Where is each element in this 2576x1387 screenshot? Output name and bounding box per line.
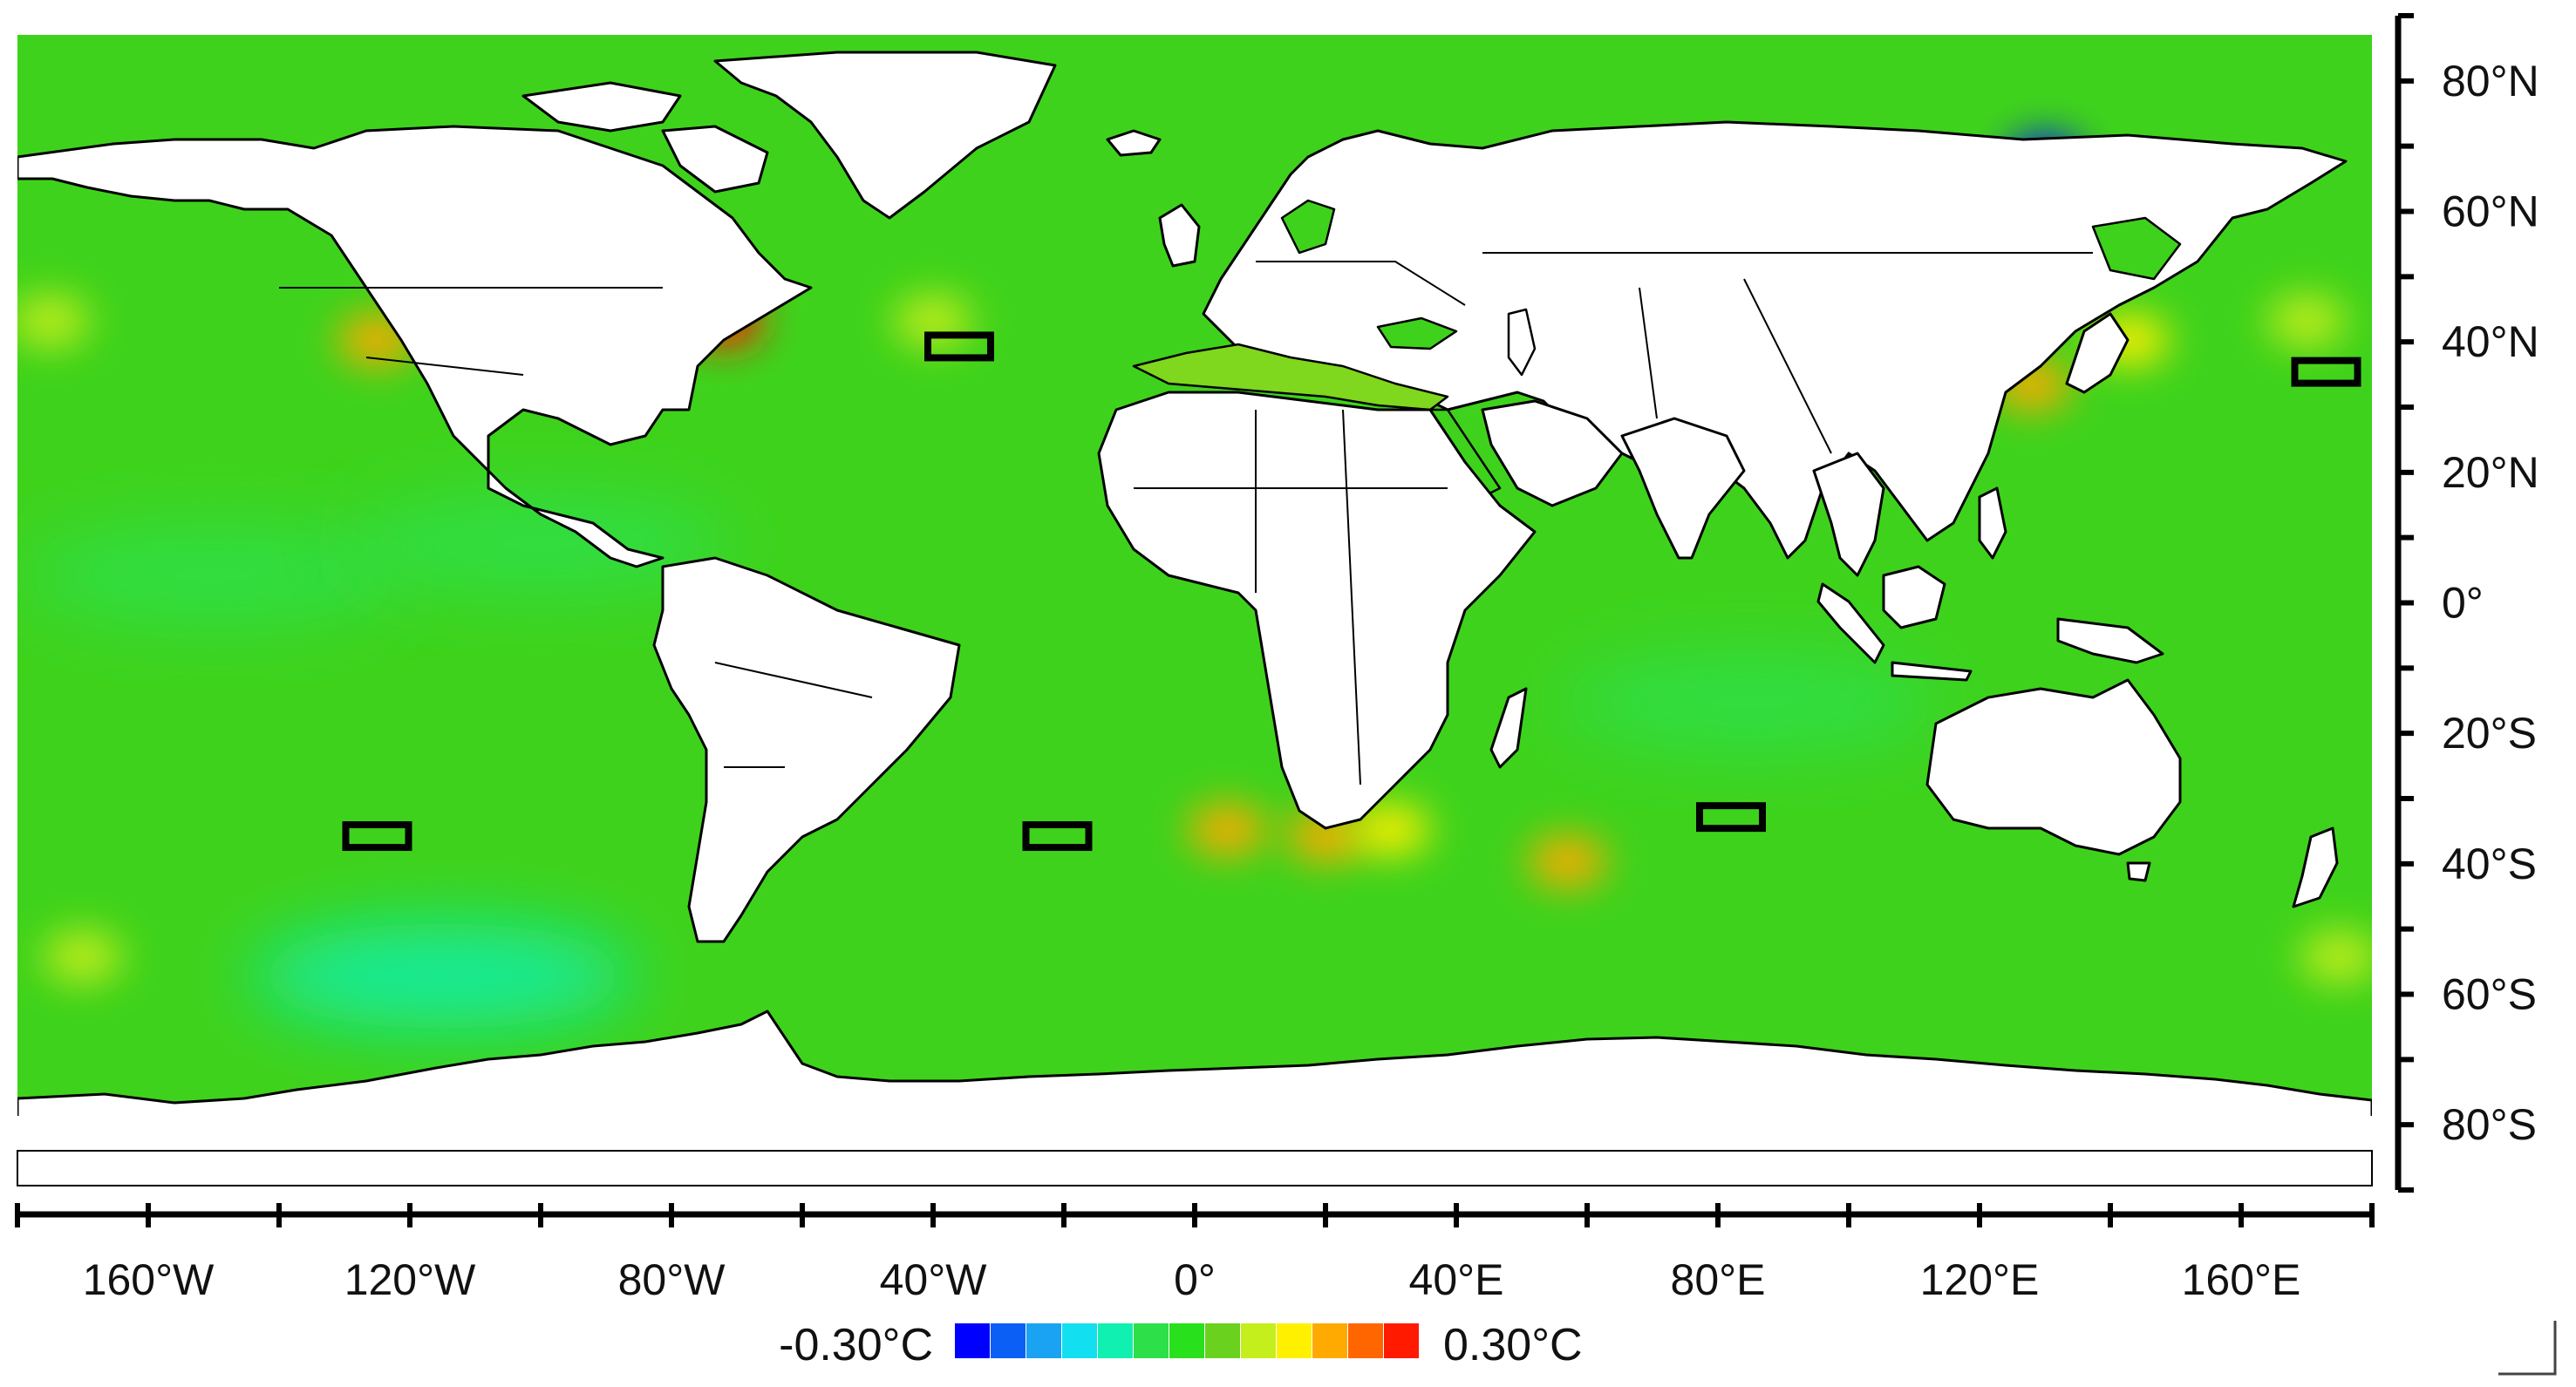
coldspot-0 (250, 923, 635, 1029)
longitude-ticks (15, 1203, 2375, 1227)
black-sea (1376, 316, 1458, 350)
lat-label: 40°N (2442, 317, 2539, 366)
latitude-axis: 80°N 60°N 40°N 20°N 0° 20°S 40°S 60°S 80°S (2395, 13, 2539, 1193)
colorbar-cell (1312, 1323, 1347, 1358)
colorbar-cell (955, 1323, 990, 1358)
lat-label: 0° (2442, 579, 2484, 628)
lon-label: 120°E (1920, 1255, 2040, 1304)
colorbar-min-label: -0.30°C (779, 1320, 933, 1370)
map-bottom-strip (17, 1150, 2373, 1186)
lon-label: 80°W (618, 1255, 726, 1304)
border-sa-1 (714, 662, 873, 698)
region-box-1 (2291, 357, 2361, 387)
country-borders (279, 252, 2093, 785)
tasmania (2126, 861, 2151, 882)
colorbar-cells (955, 1323, 1419, 1358)
colorbar-cell (1169, 1323, 1204, 1358)
hotspot-11 (17, 295, 90, 348)
new-guinea (2056, 617, 2164, 664)
lon-label: 160°W (83, 1255, 215, 1304)
corner-mark (2498, 1321, 2557, 1376)
border-asia-2 (1639, 287, 1658, 419)
longitude-labels: 160°W 120°W 80°W 40°W 0° 40°E 80°E 120°E 160°E (83, 1255, 2301, 1304)
lat-label: 60°N (2442, 187, 2539, 236)
region-box-2 (342, 821, 412, 852)
colorbar-cell (1134, 1323, 1169, 1358)
java (1891, 661, 1973, 682)
longitude-axis: 160°W 120°W 80°W 40°W 0° 40°E 80°E 120°E 160°E (15, 1203, 2375, 1304)
lat-label: 80°S (2442, 1100, 2537, 1149)
borneo (1882, 565, 1946, 629)
hotspot-12 (2267, 295, 2346, 348)
coldspot-3 (349, 491, 733, 596)
australia (1925, 678, 2182, 856)
border-europe-1 (1256, 261, 1466, 306)
sumatra (1816, 582, 1885, 664)
region-boxes (342, 331, 2361, 852)
lat-label: 40°S (2442, 840, 2537, 888)
land-masses (17, 51, 2372, 1116)
baltic-sea (1280, 199, 1336, 255)
hotspot-4 (1188, 803, 1267, 856)
lat-label: 80°N (2442, 57, 2539, 105)
indian-subcontinent (1620, 417, 1746, 560)
lat-label: 20°S (2442, 709, 2537, 758)
new-zealand (2292, 826, 2339, 908)
british-isles (1158, 203, 1201, 268)
coldspot-2 (1558, 649, 1943, 755)
lat-label: 20°N (2442, 448, 2539, 497)
border-africa-3 (1342, 409, 1361, 785)
hotspot-7 (1528, 835, 1607, 888)
border-asia-3 (1743, 278, 1832, 454)
caspian-sea (1507, 308, 1537, 377)
south-america (652, 556, 961, 943)
colorbar-cell (1062, 1323, 1097, 1358)
border-us-mexico (365, 357, 524, 376)
hotspot-8 (894, 295, 972, 348)
map-panel (17, 35, 2372, 1116)
philippines (1978, 486, 2007, 560)
colorbar-max-label: 0.30°C (1443, 1320, 1583, 1370)
mediterranean-sea (1132, 343, 1449, 411)
indochina (1812, 452, 1885, 577)
north-america (17, 125, 813, 568)
colorbar-cell (1348, 1323, 1383, 1358)
greenland (713, 51, 1057, 220)
region-box-4 (1696, 802, 1766, 833)
lon-label: 0° (1174, 1255, 1216, 1304)
colorbar-cell (1026, 1323, 1061, 1358)
hotspot-6 (1352, 803, 1430, 856)
lat-label: 60°S (2442, 970, 2537, 1019)
latitude-ticks (2398, 13, 2414, 1193)
baffin-island (661, 125, 769, 194)
lon-label: 40°W (880, 1255, 988, 1304)
africa (1097, 391, 1537, 830)
colorbar-cell (1241, 1323, 1276, 1358)
colorbar: -0.30°C 0.30°C (779, 1320, 1582, 1370)
latitude-labels: 80°N 60°N 40°N 20°N 0° 20°S 40°S 60°S 80°S (2442, 57, 2539, 1149)
colorbar-cell (1384, 1323, 1419, 1358)
sea-of-okhotsk (2091, 216, 2182, 281)
lon-label: 80°E (1671, 1255, 1766, 1304)
arabian-peninsula (1481, 399, 1624, 507)
lon-label: 40°E (1409, 1255, 1504, 1304)
region-box-0 (924, 331, 994, 362)
japan (2065, 312, 2130, 394)
hotspot-9 (44, 930, 122, 983)
region-box-3 (1022, 821, 1093, 852)
lon-label: 120°W (344, 1255, 476, 1304)
colorbar-cell (991, 1323, 1026, 1358)
coldspot-1 (22, 523, 405, 628)
iceland (1106, 129, 1162, 157)
arctic-islands (521, 81, 682, 133)
madagascar (1489, 687, 1528, 769)
colorbar-cell (1098, 1323, 1133, 1358)
lon-label: 160°E (2182, 1255, 2301, 1304)
hotspot-10 (2300, 930, 2372, 983)
antarctica (17, 1010, 2372, 1116)
colorbar-cell (1205, 1323, 1240, 1358)
colorbar-cell (1277, 1323, 1312, 1358)
